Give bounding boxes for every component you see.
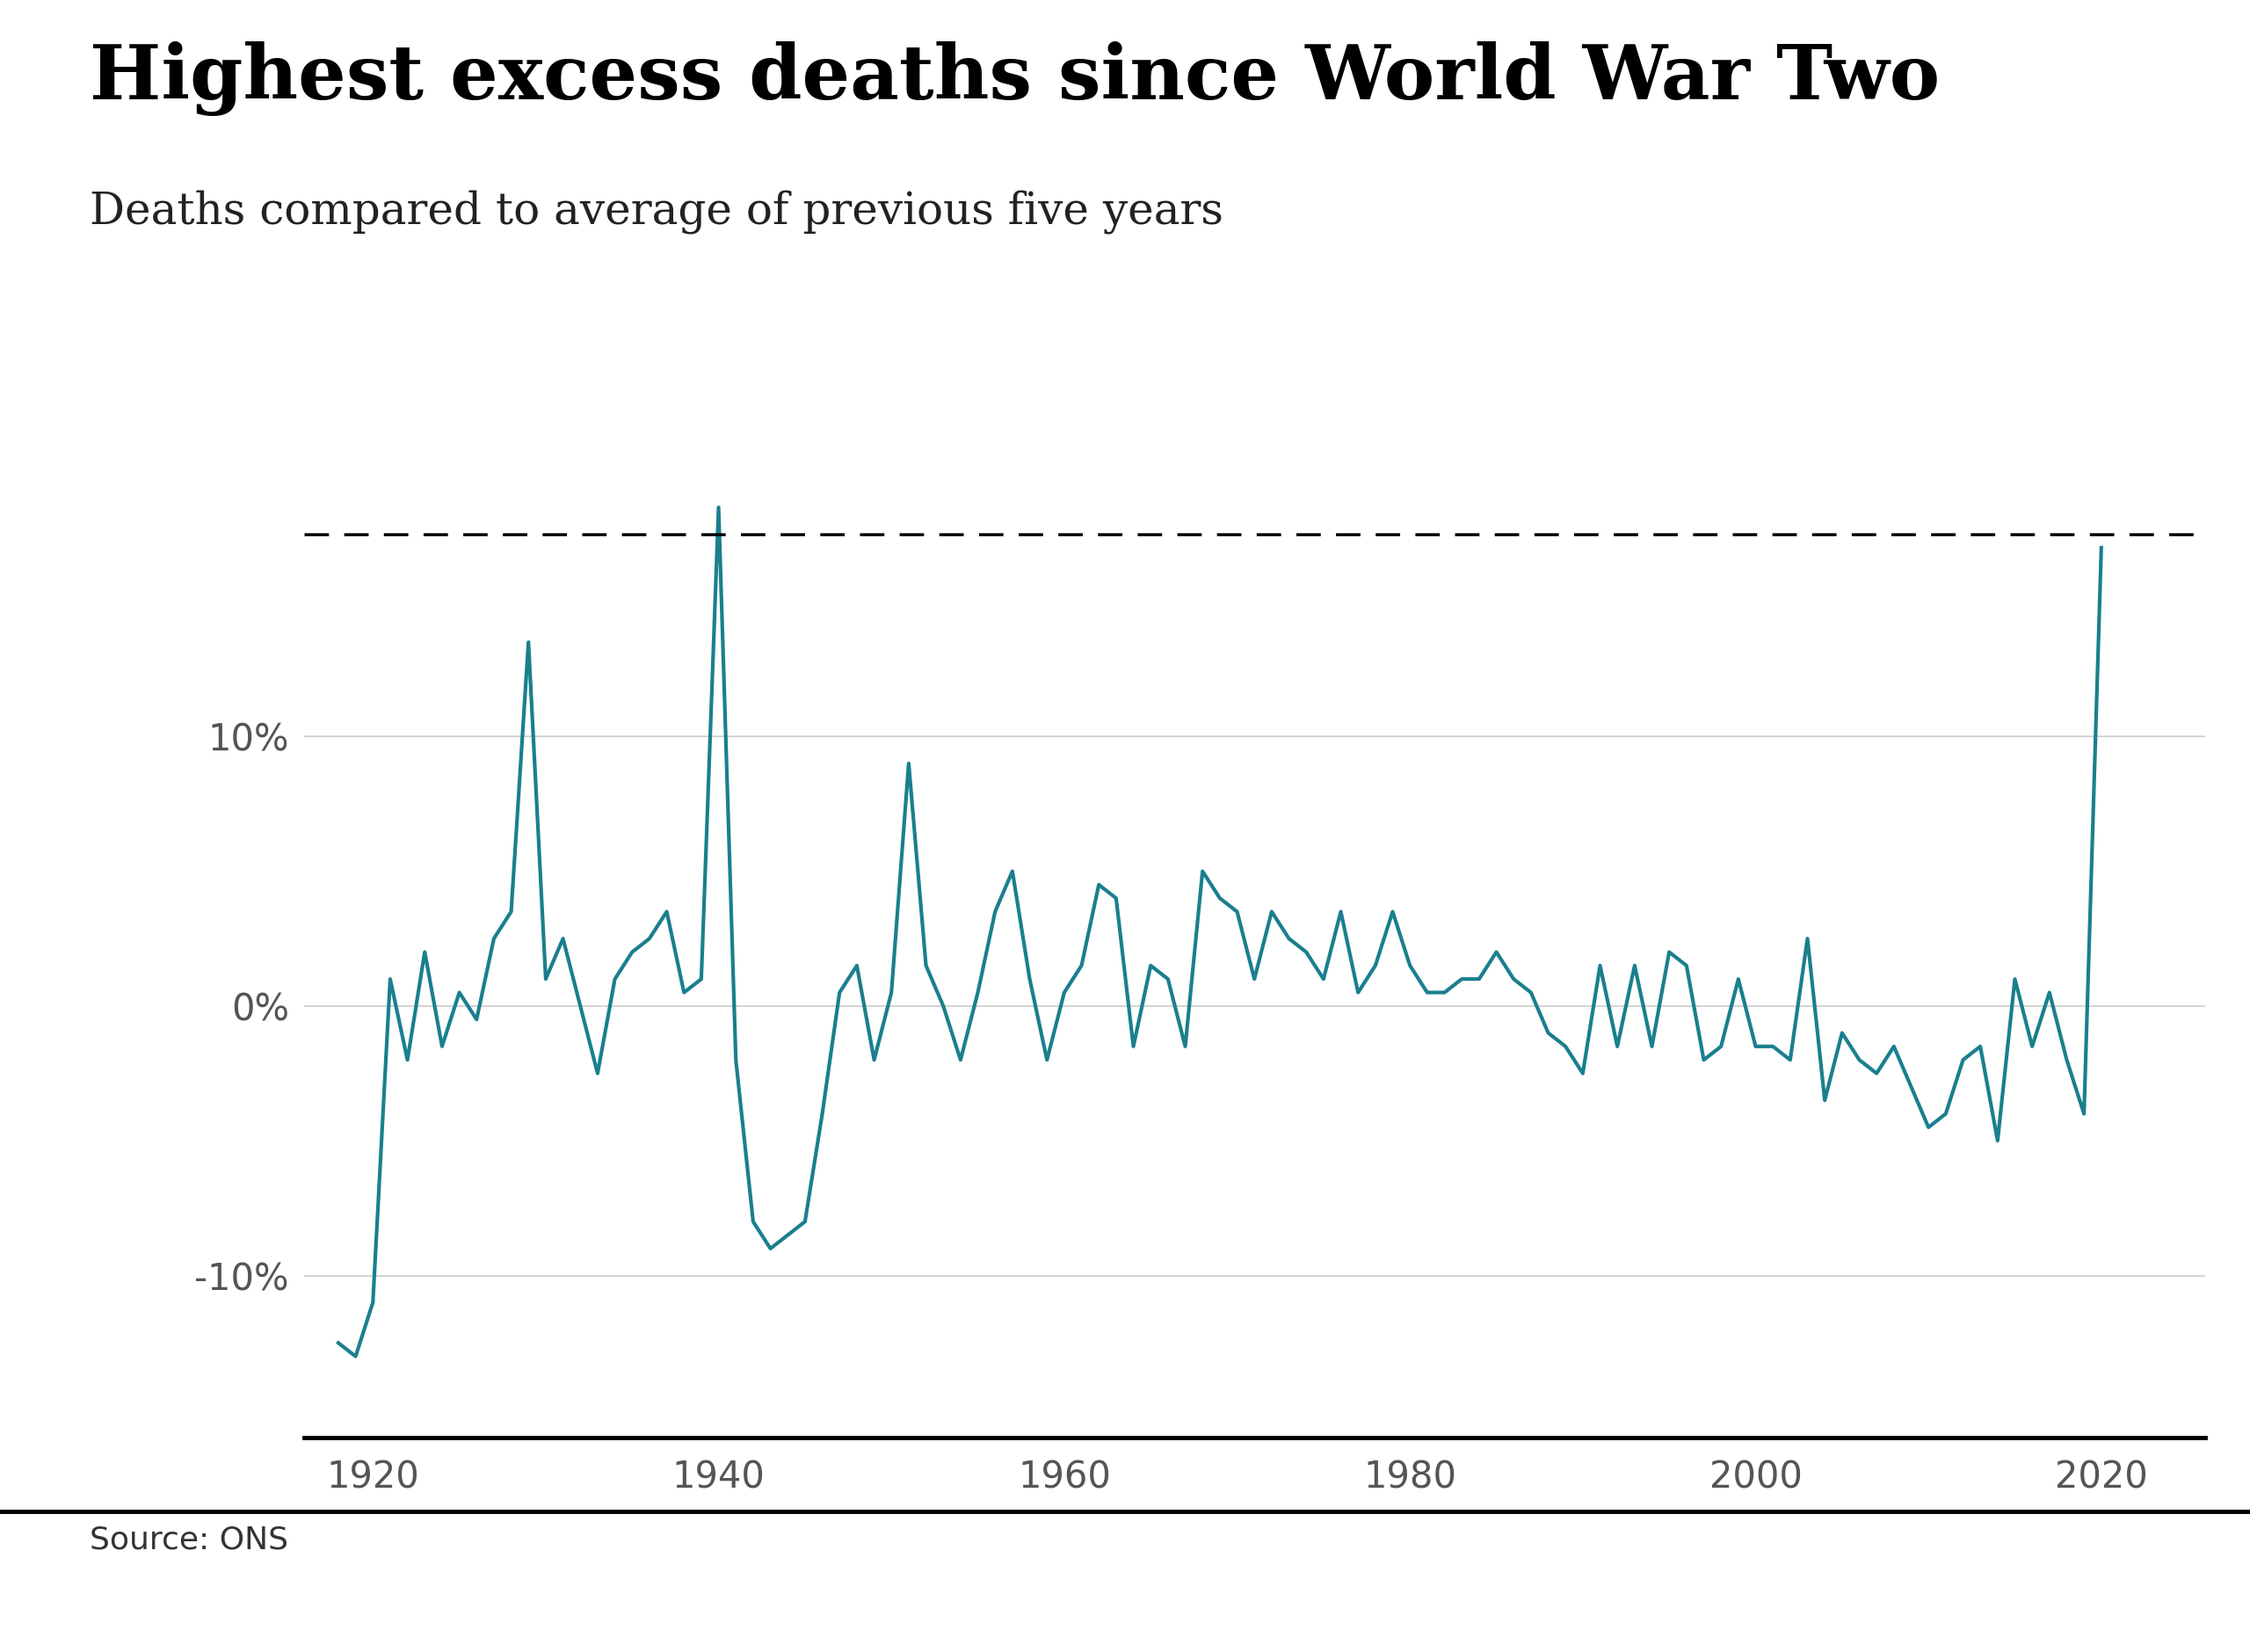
Text: B: B — [1953, 1553, 1989, 1599]
Text: Source: ONS: Source: ONS — [90, 1525, 288, 1555]
Text: Highest excess deaths since World War Two: Highest excess deaths since World War Tw… — [90, 41, 1939, 116]
Text: Deaths compared to average of previous five years: Deaths compared to average of previous f… — [90, 190, 1224, 235]
Text: B: B — [2056, 1553, 2095, 1599]
Text: C: C — [2162, 1553, 2198, 1599]
